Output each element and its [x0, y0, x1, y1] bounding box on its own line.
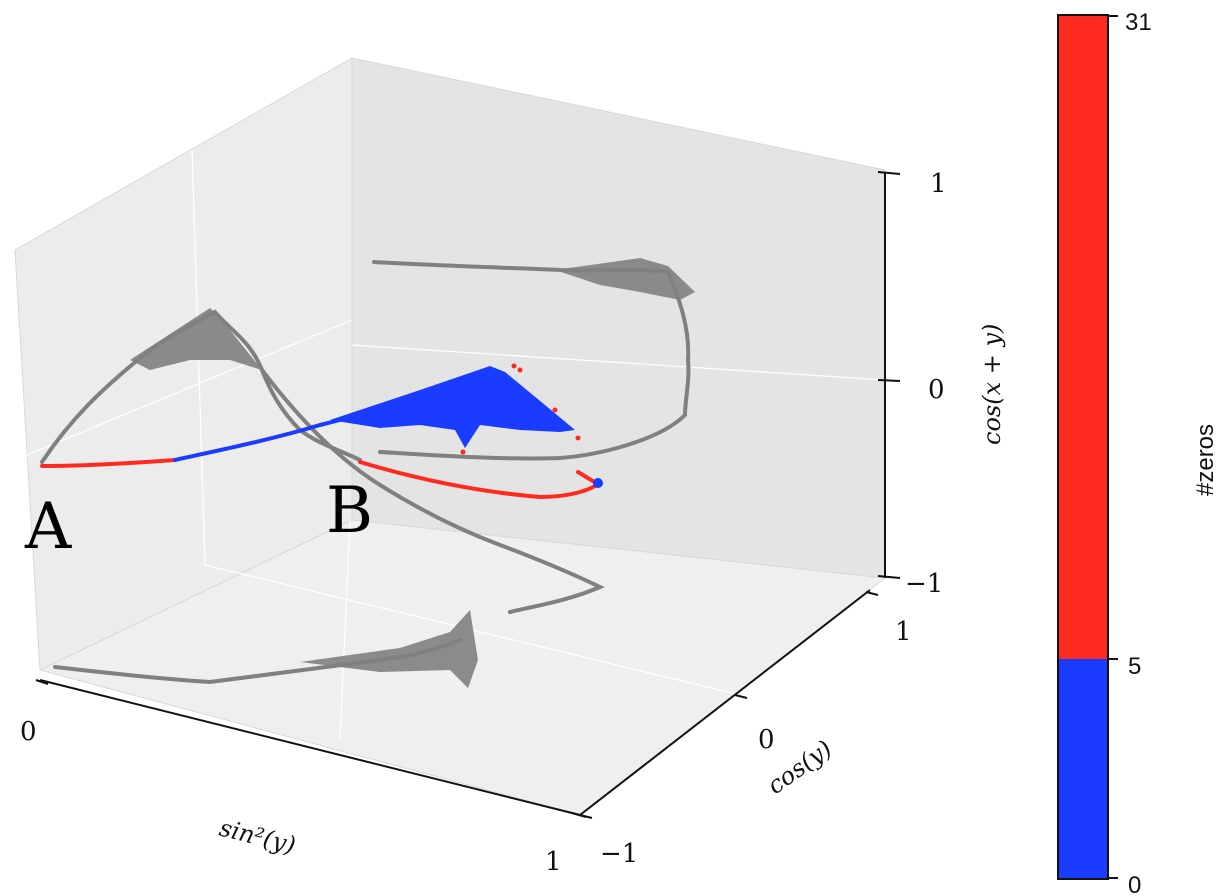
y-tick-mark: [734, 694, 748, 699]
red-point: [552, 407, 558, 413]
blue-cloud: [330, 366, 603, 488]
colorbar-band-high: [1058, 15, 1108, 659]
red-point: [460, 449, 466, 455]
grid-line: [351, 344, 886, 381]
segment-b-red: [358, 460, 600, 500]
y-axis-line: [579, 589, 871, 816]
y-tick-label-neg1: −1: [600, 839, 638, 869]
z-tick-label-1: 1: [930, 169, 947, 199]
z-tick-label-neg1: −1: [905, 569, 943, 599]
blue-point: [593, 478, 603, 488]
colorbar-band-low: [1058, 659, 1108, 879]
x-axis-label: sin²(y): [217, 814, 299, 860]
annotation-a: A: [24, 490, 72, 564]
colorbar-label: #zeros: [1192, 424, 1219, 496]
colorbar-frame: [1057, 14, 1109, 880]
colorbar-tick-label-31: 31: [1125, 9, 1152, 36]
z-tick-mark: [877, 171, 901, 175]
red-point: [511, 363, 517, 369]
projection-clouds: [130, 258, 695, 688]
left-cloud: [130, 308, 262, 370]
blue-cloud-shape: [330, 366, 575, 448]
colorbar-tick-label-5: 5: [1128, 653, 1141, 680]
red-point: [575, 435, 581, 441]
grid-line: [339, 519, 351, 741]
back-wall-projection: [372, 260, 691, 461]
red-point: [517, 367, 523, 373]
z-tick-mark: [877, 575, 901, 579]
axes: [35, 171, 901, 819]
colorbar-tick-label-0: 0: [1128, 872, 1141, 896]
y-tick-mark: [865, 591, 879, 596]
z-axis-label: cos(x + y): [978, 324, 1006, 445]
y-tick-label-0: 0: [758, 725, 775, 755]
y-tick-mark: [579, 814, 593, 819]
back-panes: [14, 57, 887, 816]
right-pane: [351, 57, 886, 579]
y-tick-label-1: 1: [895, 617, 912, 647]
z-tick-label-0: 0: [928, 375, 945, 405]
x-tick-label-1: 1: [545, 847, 562, 877]
colorbar: 31 5 0 #zeros: [1057, 9, 1219, 896]
grid-line: [14, 319, 353, 461]
annotation-b: B: [326, 474, 373, 548]
red-outliers: [460, 363, 581, 455]
floor-cloud: [300, 610, 478, 688]
segment-a-red: [40, 458, 177, 468]
x-tick-label-0: 0: [20, 717, 37, 747]
back-cloud: [555, 258, 695, 300]
z-tick-mark: [877, 379, 901, 382]
connector-curve: [260, 368, 605, 614]
x-tick-mark: [35, 679, 49, 685]
x-axis-line: [39, 679, 581, 816]
